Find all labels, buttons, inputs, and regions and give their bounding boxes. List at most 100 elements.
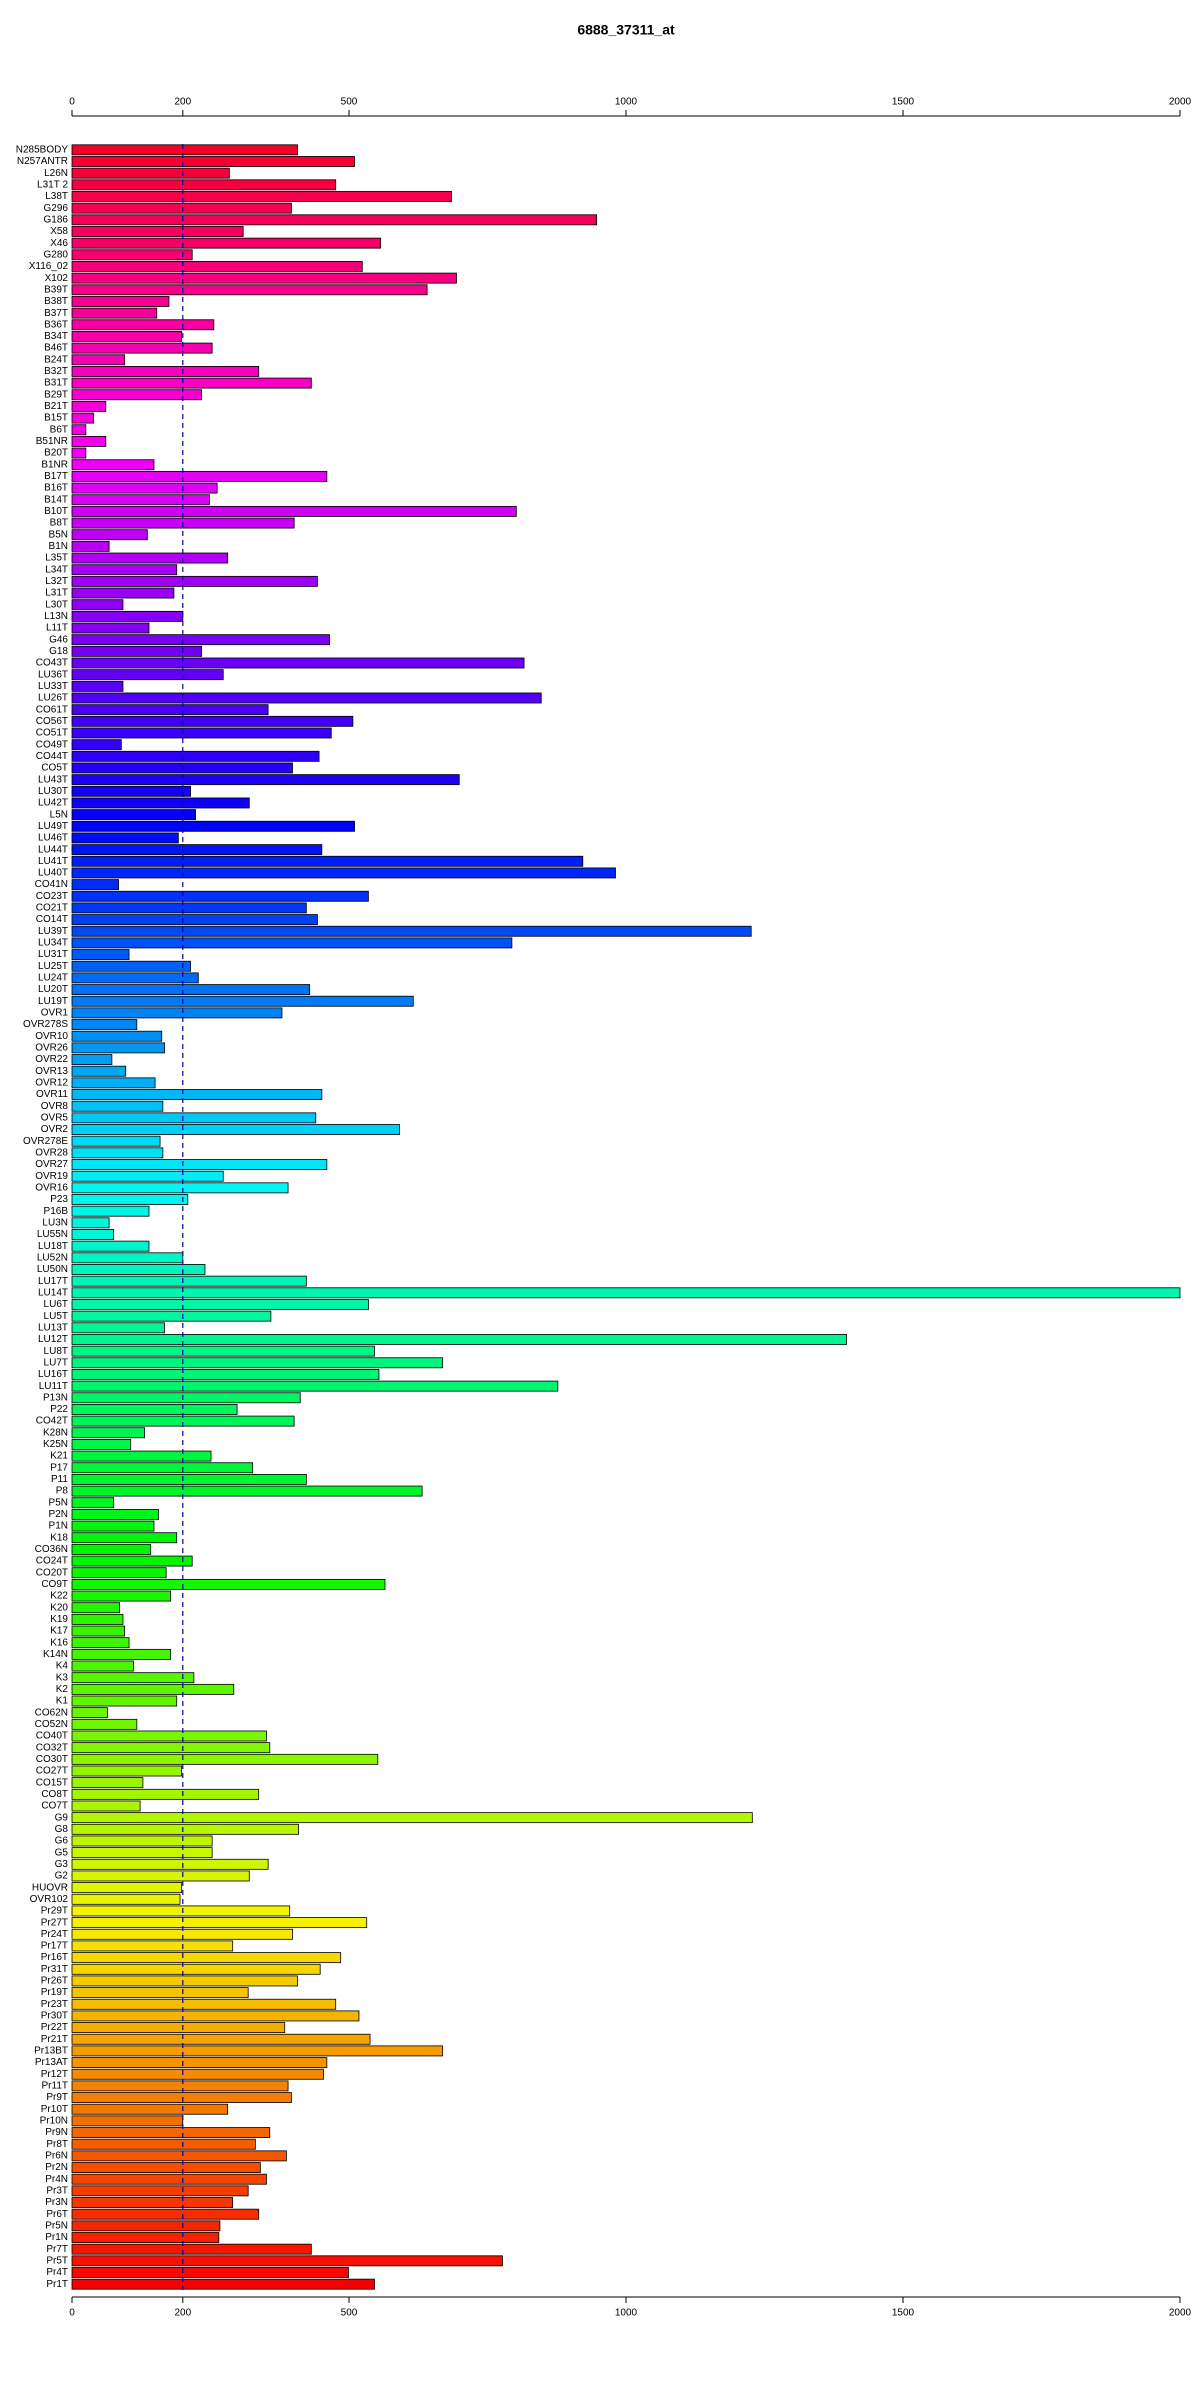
y-tick-label: Pr1N <box>45 2232 68 2243</box>
bar <box>71 1730 267 1742</box>
y-tick-label: CO36N <box>35 1544 68 1555</box>
bar <box>71 949 130 961</box>
y-tick-label: LU31T <box>38 949 68 960</box>
y-tick-label: CO52N <box>35 1719 68 1730</box>
y-tick-label: CO14T <box>36 914 68 925</box>
y-tick-label: B24T <box>44 354 68 365</box>
y-tick-label: OVR5 <box>41 1113 69 1124</box>
bar <box>71 2232 220 2243</box>
bar <box>71 587 175 599</box>
bar <box>71 1369 380 1380</box>
bar <box>71 727 332 739</box>
y-tick-label: CO41N <box>35 879 68 890</box>
y-tick-label: OVR1 <box>41 1008 69 1019</box>
bar <box>71 272 457 284</box>
bar <box>71 715 354 727</box>
y-tick-label: G9 <box>55 1812 69 1823</box>
y-tick-label: X46 <box>50 238 68 249</box>
bar <box>71 1882 183 1894</box>
bar <box>71 202 292 214</box>
bar <box>71 1567 167 1579</box>
y-tick-label: LU12T <box>38 1334 68 1345</box>
y-tick-label: OVR16 <box>35 1182 68 1193</box>
y-tick-label: Pr19T <box>41 1987 68 1998</box>
bar <box>71 832 179 844</box>
y-tick-label: K4 <box>56 1661 69 1672</box>
bar <box>71 797 250 809</box>
y-tick-label: P5N <box>49 1497 68 1508</box>
bar <box>71 575 318 587</box>
bar <box>71 1497 114 1509</box>
bar <box>71 2057 328 2069</box>
x-tick-label: 0 <box>69 2308 75 2319</box>
y-tick-label: OVR278E <box>23 1136 68 1147</box>
y-tick-label: LU8T <box>44 1346 68 1357</box>
bar <box>71 2068 324 2080</box>
bar <box>71 447 87 459</box>
bar <box>71 2033 371 2045</box>
bar <box>71 1555 193 1567</box>
bar <box>71 529 148 541</box>
y-tick-label: Pr2N <box>45 2162 68 2173</box>
bar <box>71 1462 254 1474</box>
y-tick-label: K22 <box>50 1591 68 1602</box>
y-tick-label: CO30T <box>36 1754 68 1765</box>
bar <box>71 692 542 704</box>
y-tick-label: B16T <box>44 483 68 494</box>
y-tick-label: CO9T <box>41 1579 68 1590</box>
y-tick-label: G8 <box>55 1824 69 1835</box>
y-tick-label: LU39T <box>38 926 68 937</box>
y-tick-label: CO15T <box>36 1777 68 1788</box>
bar <box>71 1485 423 1497</box>
bar <box>71 1753 379 1765</box>
bar <box>71 972 199 984</box>
y-tick-label: Pr16T <box>41 1952 68 1963</box>
bar <box>71 1229 114 1240</box>
y-tick-label: CO20T <box>36 1567 68 1578</box>
bar <box>71 1077 156 1089</box>
bar <box>71 914 318 926</box>
y-tick-label: L35T <box>45 553 68 564</box>
y-tick-label: P13N <box>43 1392 68 1403</box>
y-tick-label: OVR19 <box>35 1171 68 1182</box>
bar <box>71 2243 312 2255</box>
y-tick-label: N257ANTR <box>17 156 68 167</box>
y-tick-label: B6T <box>50 424 68 435</box>
bar <box>71 237 381 249</box>
y-tick-label: CO51T <box>36 728 68 739</box>
bar <box>71 1963 321 1975</box>
y-tick-label: OVR12 <box>35 1078 68 1089</box>
y-tick-label: OVR11 <box>36 1089 68 1100</box>
bar <box>71 1917 368 1929</box>
bar <box>71 365 260 377</box>
y-tick-label: LU3N <box>42 1217 68 1228</box>
y-tick-label: OVR102 <box>30 1894 69 1905</box>
y-tick-label: K21 <box>50 1451 68 1462</box>
bar <box>71 844 323 856</box>
y-tick-label: B39T <box>44 284 68 295</box>
y-tick-label: G280 <box>44 249 69 260</box>
bar <box>71 680 124 692</box>
bar <box>71 2127 271 2138</box>
y-tick-label: Pr17T <box>41 1941 68 1952</box>
bar <box>71 377 312 389</box>
y-tick-label: G46 <box>49 634 68 645</box>
y-tick-label: X116_02 <box>29 261 69 272</box>
y-tick-label: OVR2 <box>41 1124 69 1135</box>
y-tick-label: LU11T <box>39 1381 68 1392</box>
y-tick-label: B51NR <box>36 436 68 447</box>
bar <box>71 1718 138 1730</box>
y-tick-label: Pr6N <box>45 2151 68 2162</box>
bar <box>71 1578 386 1590</box>
bar <box>71 1858 269 1870</box>
y-tick-label: G6 <box>55 1836 69 1847</box>
bar <box>71 1100 164 1112</box>
bar <box>71 342 213 354</box>
bar <box>71 1404 238 1415</box>
bar <box>71 1543 152 1555</box>
x-tick-label: 2000 <box>1169 2308 1192 2319</box>
bar <box>71 750 320 762</box>
bar <box>71 1905 291 1917</box>
y-tick-label: B36T <box>44 319 68 330</box>
y-tick-label: P23 <box>50 1194 68 1205</box>
